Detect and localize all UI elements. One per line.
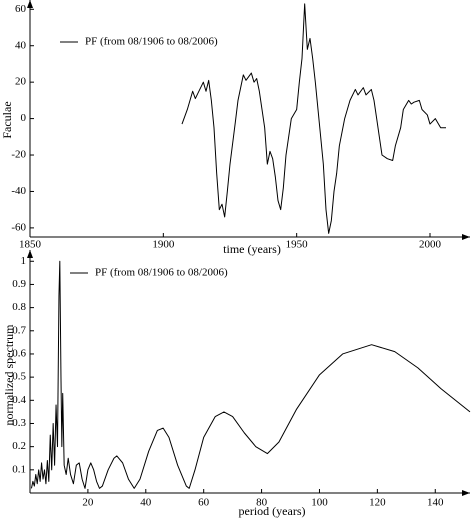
x-tick-label: 100 <box>311 497 328 509</box>
y-tick-label: -40 <box>11 185 26 197</box>
y-axis-label: normalized spectrum <box>2 324 16 426</box>
x-tick-label: 20 <box>82 497 94 509</box>
x-tick-label: 1950 <box>286 239 309 251</box>
y-tick-label: 0.3 <box>12 417 26 429</box>
y-tick-label: 1 <box>21 255 27 267</box>
y-tick-label: 0.9 <box>12 278 26 290</box>
y-tick-label: 0.4 <box>12 394 26 406</box>
y-axis-arrow <box>27 250 33 258</box>
y-tick-label: 0.2 <box>12 440 26 452</box>
x-axis-arrow <box>462 234 470 240</box>
x-tick-label: 140 <box>427 497 444 509</box>
y-tick-label: 0.1 <box>12 463 26 475</box>
y-tick-label: 60 <box>15 3 27 15</box>
y-tick-label: 40 <box>15 39 27 51</box>
y-tick-label: 0.7 <box>12 324 26 336</box>
y-tick-label: -20 <box>11 149 26 161</box>
data-line <box>30 260 471 489</box>
x-tick-label: 60 <box>198 497 210 509</box>
y-tick-label: 0.6 <box>12 347 26 359</box>
x-tick-label: 80 <box>256 497 268 509</box>
x-axis-label: time (years) <box>223 242 281 256</box>
data-line <box>181 3 446 234</box>
x-axis-arrow <box>462 490 470 496</box>
y-tick-label: 0 <box>21 112 27 124</box>
x-tick-label: 1850 <box>19 239 42 251</box>
y-axis-label: Faculae <box>0 101 14 138</box>
legend-label: PF (from 08/1906 to 08/2006) <box>95 267 228 279</box>
y-tick-label: 0.8 <box>12 301 26 313</box>
x-tick-label: 120 <box>369 497 386 509</box>
x-axis-label: period (years) <box>239 504 306 518</box>
y-tick-label: 20 <box>15 76 27 88</box>
x-tick-label: 1900 <box>152 239 175 251</box>
x-tick-label: 2000 <box>419 239 442 251</box>
legend-label: PF (from 08/1906 to 08/2006) <box>85 36 218 48</box>
y-tick-label: 0.5 <box>12 371 26 383</box>
y-tick-label: -60 <box>11 221 26 233</box>
x-tick-label: 40 <box>140 497 152 509</box>
y-axis-arrow <box>27 0 33 8</box>
